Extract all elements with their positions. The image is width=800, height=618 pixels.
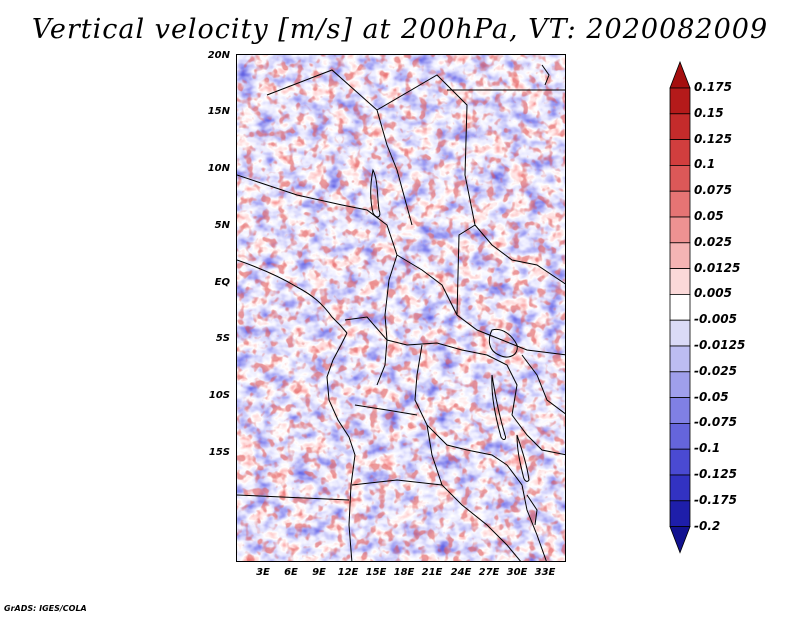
colorbar-label: -0.0125 bbox=[694, 338, 746, 352]
colorbar-band bbox=[669, 268, 691, 295]
colorbar-label: 0.125 bbox=[694, 131, 732, 146]
colorbar-label: 0.15 bbox=[694, 105, 724, 120]
lon-tick-24e: 24E bbox=[450, 567, 472, 578]
lon-tick-18e: 18E bbox=[393, 567, 415, 578]
colorbar-band bbox=[669, 448, 691, 476]
colorbar-label: 0.025 bbox=[694, 234, 732, 249]
colorbar-band bbox=[669, 190, 691, 218]
colorbar-band bbox=[669, 500, 691, 527]
colorbar-band bbox=[669, 371, 691, 398]
colorbar-band bbox=[669, 87, 691, 115]
colorbar-label: 0.05 bbox=[694, 209, 724, 223]
colorbar-label: 0.075 bbox=[694, 183, 732, 198]
colorbar-band bbox=[669, 139, 691, 166]
lon-tick-3e: 3E bbox=[256, 567, 270, 578]
colorbar-label: -0.1 bbox=[694, 441, 721, 456]
colorbar-bottom-arrow bbox=[669, 526, 691, 554]
colorbar-band bbox=[669, 216, 691, 244]
lakes bbox=[370, 168, 530, 482]
footer-credit: GrADS: IGES/COLA bbox=[4, 604, 87, 613]
lat-tick-eq: EQ bbox=[214, 277, 230, 288]
lat-tick-20n: 20N bbox=[207, 50, 230, 61]
colorbar-label: -0.05 bbox=[694, 389, 729, 404]
lon-tick-21e: 21E bbox=[421, 567, 443, 578]
lon-tick-12e: 12E bbox=[337, 567, 359, 578]
lat-tick-15n: 15N bbox=[207, 106, 230, 117]
colorbar-band bbox=[669, 345, 691, 373]
convection-hotspots bbox=[237, 55, 565, 561]
lon-tick-30e: 30E bbox=[506, 567, 528, 578]
colorbar-band bbox=[669, 113, 691, 140]
colorbar-label: -0.075 bbox=[694, 415, 737, 430]
lat-tick-5s: 5S bbox=[215, 333, 230, 344]
map-title: Vertical velocity [m/s] at 200hPa, VT: 2… bbox=[31, 14, 769, 45]
colorbar-band bbox=[669, 293, 691, 321]
colorbar-band bbox=[669, 397, 691, 424]
colorbar-band bbox=[669, 242, 691, 270]
colorbar-label: 0.1 bbox=[694, 157, 716, 172]
colorbar-label: -0.005 bbox=[694, 312, 737, 327]
colorbar-band bbox=[669, 474, 691, 502]
lon-tick-27e: 27E bbox=[478, 567, 500, 578]
map-canvas bbox=[237, 55, 565, 561]
colorbar-label: 0.175 bbox=[694, 80, 732, 94]
colorbar-label: -0.025 bbox=[694, 363, 737, 378]
colorbar bbox=[669, 60, 691, 554]
lat-tick-10n: 10N bbox=[207, 163, 230, 174]
lon-tick-6e: 6E bbox=[284, 567, 298, 578]
colorbar-band bbox=[669, 319, 691, 347]
colorbar-label: -0.2 bbox=[694, 518, 721, 533]
lon-tick-33e: 33E bbox=[534, 567, 556, 578]
colorbar-label: -0.125 bbox=[694, 467, 737, 481]
lat-tick-10s: 10S bbox=[208, 390, 230, 401]
country-borders bbox=[237, 64, 565, 561]
colorbar-top-arrow bbox=[669, 60, 691, 89]
lon-tick-9e: 9E bbox=[312, 567, 326, 578]
colorbar-band bbox=[669, 422, 691, 450]
lat-tick-5n: 5N bbox=[214, 220, 230, 231]
lon-tick-15e: 15E bbox=[365, 567, 387, 578]
vertical-velocity-map bbox=[236, 54, 566, 562]
lat-tick-15s: 15S bbox=[208, 447, 230, 458]
colorbar-label: 0.0125 bbox=[694, 260, 741, 275]
colorbar-band bbox=[669, 165, 691, 192]
colorbar-label: -0.175 bbox=[694, 492, 737, 507]
colorbar-label: 0.005 bbox=[694, 286, 732, 301]
